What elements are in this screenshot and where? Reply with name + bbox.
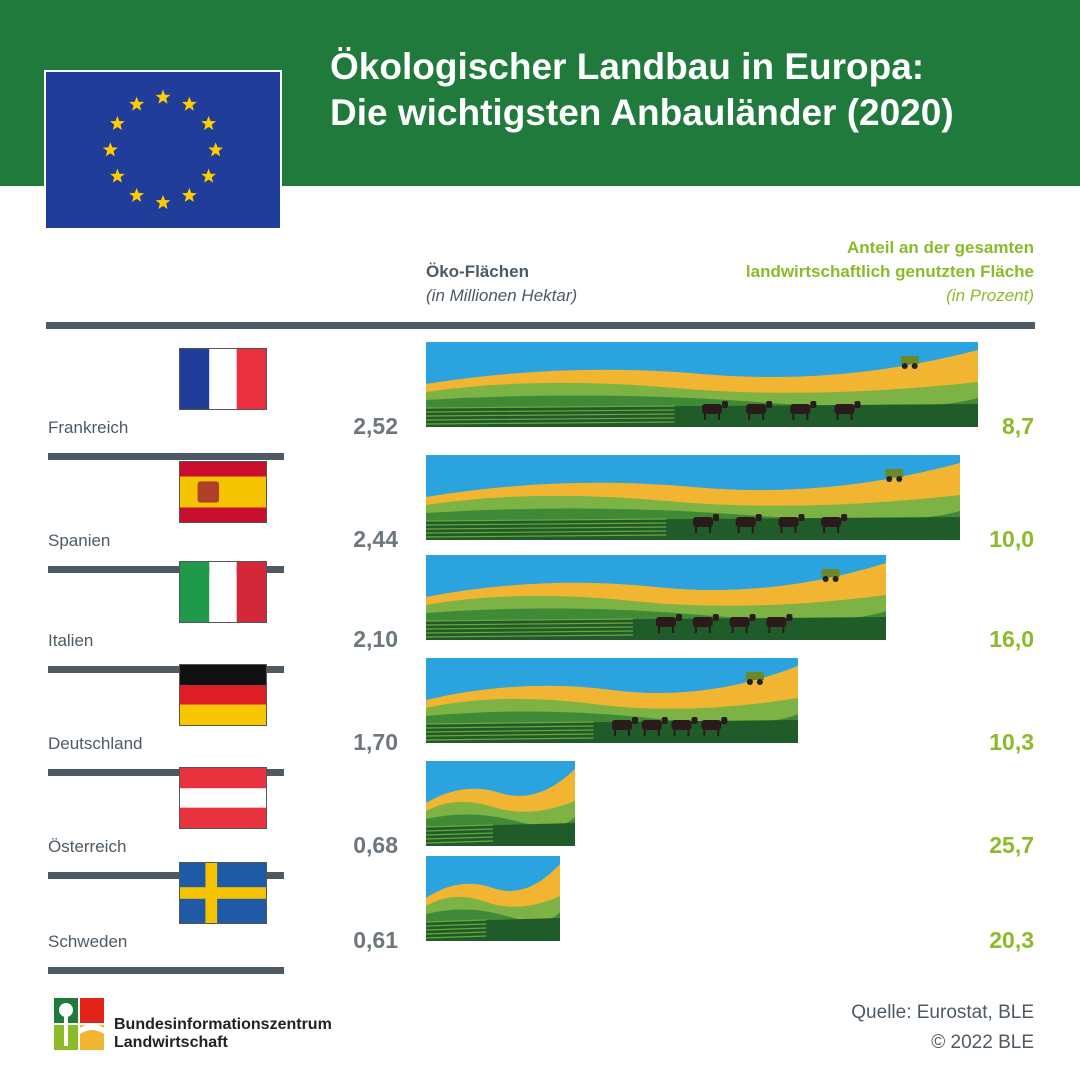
copyright-text: © 2022 BLE — [931, 1032, 1034, 1053]
area-value: 1,70 — [353, 729, 398, 755]
row-divider — [48, 566, 284, 573]
row-divider — [48, 769, 284, 776]
table-row: Schweden 0,61 20,3 — [0, 856, 1080, 974]
flag-it-icon — [179, 561, 267, 623]
area-bar — [426, 856, 560, 941]
area-value: 2,44 — [353, 526, 398, 552]
eu-flag-icon — [44, 70, 282, 230]
organization-line-1: Bundesinformationszentrum — [114, 1016, 332, 1033]
area-value: 0,68 — [353, 832, 398, 858]
area-bar — [426, 342, 978, 427]
area-column-header: Öko-Flächen (in Millionen Hektar) — [426, 262, 577, 306]
share-value: 10,3 — [989, 729, 1034, 755]
table-row: Deutschland 1,70 10,3 — [0, 658, 1080, 776]
table-row: Spanien 2,44 10,0 — [0, 455, 1080, 573]
country-label: Spanien — [48, 531, 111, 550]
country-label: Italien — [48, 631, 94, 650]
area-bar — [426, 761, 575, 846]
share-header-unit: (in Prozent) — [946, 286, 1034, 305]
share-value: 8,7 — [1002, 413, 1034, 439]
country-label: Frankreich — [48, 418, 129, 437]
area-header-unit: (in Millionen Hektar) — [426, 286, 578, 305]
table-row: Österreich 0,68 25,7 — [0, 761, 1080, 879]
area-bar — [426, 455, 960, 540]
organization-line-2: Landwirtschaft — [114, 1034, 228, 1051]
area-bar — [426, 658, 798, 743]
area-value: 2,52 — [353, 413, 398, 439]
share-value: 20,3 — [989, 927, 1034, 953]
area-header-label: Öko-Flächen — [426, 262, 529, 281]
flag-es-icon — [179, 461, 267, 523]
share-value: 16,0 — [989, 626, 1034, 652]
share-value: 10,0 — [989, 526, 1034, 552]
table-row: Frankreich 2,52 8,7 — [0, 342, 1080, 460]
title-line-2: Die wichtigsten Anbauländer (2020) — [330, 92, 954, 133]
title-line-1: Ökologischer Landbau in Europa: — [330, 46, 925, 87]
header-divider — [46, 322, 1035, 329]
country-label: Deutschland — [48, 734, 143, 753]
table-row: Italien 2,10 16,0 — [0, 555, 1080, 673]
area-value: 0,61 — [353, 927, 398, 953]
share-column-header: Anteil an der gesamten landwirtschaftlic… — [746, 236, 1034, 308]
share-header-line-1: Anteil an der gesamten — [846, 238, 1034, 257]
source-note: Quelle: Eurostat, BLE © 2022 BLE — [851, 998, 1034, 1058]
area-value: 2,10 — [353, 626, 398, 652]
row-divider — [48, 453, 284, 460]
flag-se-icon — [179, 862, 267, 924]
row-divider — [48, 967, 284, 974]
flag-fr-icon — [179, 348, 267, 410]
row-divider — [48, 666, 284, 673]
source-text: Quelle: Eurostat, BLE — [851, 1002, 1034, 1023]
page-title: Ökologischer Landbau in Europa: Die wich… — [330, 44, 1070, 136]
ble-logo-icon — [54, 998, 104, 1050]
share-header-line-2: landwirtschaftlich genutzten Fläche — [745, 262, 1034, 281]
area-bar — [426, 555, 886, 640]
flag-de-icon — [179, 664, 267, 726]
country-label: Österreich — [48, 837, 127, 856]
share-value: 25,7 — [989, 832, 1034, 858]
organization-name: Bundesinformationszentrum Landwirtschaft — [114, 1016, 332, 1052]
row-divider — [48, 872, 284, 879]
flag-at-icon — [179, 767, 267, 829]
country-label: Schweden — [48, 932, 128, 951]
